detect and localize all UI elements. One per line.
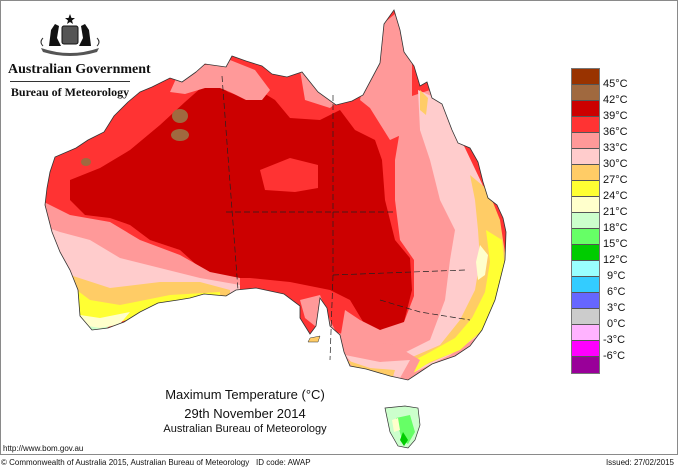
copyright-notice: © Commonwealth of Australia 2015, Austra… [1, 458, 250, 467]
legend-label: 27°C [603, 174, 628, 186]
agency-name: Bureau of Meteorology [10, 85, 130, 99]
government-name: Australian Government [8, 62, 151, 77]
legend-swatch [572, 341, 599, 357]
logo-divider [10, 81, 130, 82]
legend-label: -3°C [603, 334, 626, 346]
legend-label: -6°C [603, 350, 626, 362]
legend-swatch [572, 309, 599, 325]
legend-label: 15°C [603, 238, 628, 250]
legend-swatch [572, 133, 599, 149]
legend-label: 45°C [603, 78, 628, 90]
issued-date: Issued: 27/02/2015 [605, 458, 674, 467]
legend-swatch [572, 149, 599, 165]
legend-swatch [572, 85, 599, 101]
legend-swatch [572, 101, 599, 117]
coat-of-arms-icon [40, 14, 100, 56]
map-date: 29th November 2014 [184, 406, 306, 421]
map-frame [0, 0, 678, 455]
legend-swatch [572, 293, 599, 309]
legend-swatch [572, 181, 599, 197]
legend-label: 6°C [607, 286, 626, 298]
legend-swatch [572, 261, 599, 277]
legend-label: 39°C [603, 110, 628, 122]
map-source: Australian Bureau of Meteorology [163, 423, 327, 435]
legend-swatch [572, 69, 599, 85]
legend-label: 21°C [603, 206, 628, 218]
legend-label: 18°C [603, 222, 628, 234]
legend-swatch [572, 213, 599, 229]
legend-label: 33°C [603, 142, 628, 154]
legend-label: 30°C [603, 158, 628, 170]
legend-swatch [572, 117, 599, 133]
legend-swatch [572, 229, 599, 245]
legend-label: 0°C [607, 318, 626, 330]
map-title: Maximum Temperature (°C) [165, 387, 325, 402]
legend-label: 9°C [607, 270, 626, 282]
website-link[interactable]: http://www.bom.gov.au [3, 444, 84, 453]
legend-label: 36°C [603, 126, 628, 138]
legend-swatch [572, 197, 599, 213]
legend-label: 12°C [603, 254, 628, 266]
legend-label: 3°C [607, 302, 626, 314]
legend-swatch [572, 245, 599, 261]
legend-label: 42°C [603, 94, 628, 106]
legend-swatch [572, 325, 599, 341]
color-legend [571, 68, 600, 374]
legend-swatch [572, 277, 599, 293]
agency-logo: Australian Government Bureau of Meteorol… [8, 12, 151, 100]
legend-swatch [572, 165, 599, 181]
legend-swatch [572, 357, 599, 373]
id-code: ID code: AWAP [256, 458, 311, 467]
legend-label: 24°C [603, 190, 628, 202]
